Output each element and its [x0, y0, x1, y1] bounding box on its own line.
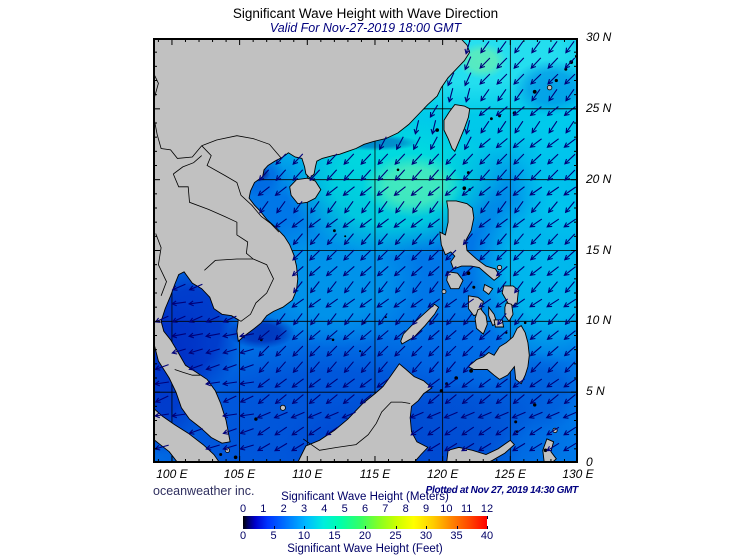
x-axis-tick-label: 110 E	[292, 467, 323, 481]
colorbar-tick	[273, 526, 275, 529]
y-axis-tick-label: 0	[586, 455, 593, 469]
meters-scale-number: 2	[280, 503, 287, 515]
colorbar-tick	[487, 526, 488, 529]
colorbar-tick	[365, 526, 366, 529]
colorbar-tick	[334, 526, 336, 529]
wave-height-colorbar	[243, 516, 487, 529]
feet-scale-number: 25	[389, 530, 402, 542]
y-axis-tick-label: 5 N	[586, 384, 605, 399]
legend-meters-label: Significant Wave Height (Meters)	[281, 491, 449, 503]
page-title: Significant Wave Height with Wave Direct…	[232, 6, 499, 21]
colorbar-tick	[426, 526, 427, 529]
credit-text: oceanweather inc.	[153, 484, 255, 498]
meters-scale-number: 10	[440, 503, 453, 515]
y-axis-tick-label: 10 N	[586, 313, 612, 328]
meters-scale-number: 7	[382, 503, 389, 515]
colorbar-tick	[395, 526, 397, 529]
x-axis-tick-label: 115 E	[359, 467, 391, 481]
meters-scale-number: 5	[341, 503, 348, 515]
wave-direction-arrows	[153, 40, 577, 452]
feet-scale-number: 30	[419, 530, 433, 542]
x-axis-tick-label: 130 E	[562, 467, 594, 481]
x-axis-tick-label: 105 E	[223, 467, 256, 481]
feet-scale-number: 20	[358, 530, 372, 542]
y-axis-tick-label: 15 N	[586, 242, 612, 257]
meters-scale-number: 0	[239, 503, 247, 515]
x-axis-tick-label: 100 E	[156, 467, 188, 481]
wave-height-map	[153, 38, 578, 463]
meters-scale-number: 1	[260, 503, 267, 515]
colorbar-tick	[487, 516, 488, 519]
meters-scale-number: 11	[460, 503, 473, 515]
meters-scale-number: 6	[361, 503, 369, 515]
feet-scale-number: 5	[270, 530, 277, 542]
map-frame	[153, 38, 578, 463]
y-axis-tick-label: 25 N	[586, 100, 612, 115]
valid-time-subtitle: Valid For Nov-27-2019 18:00 GMT	[269, 21, 462, 35]
meters-scale-number: 8	[402, 503, 409, 515]
land-masses	[153, 38, 578, 463]
feet-scale-number: 40	[480, 530, 494, 542]
plotted-timestamp: Plotted at Nov 27, 2019 14:30 GMT	[425, 485, 579, 496]
meters-scale-number: 4	[321, 503, 328, 515]
y-axis-tick-label: 20 N	[586, 171, 612, 186]
map-area	[153, 38, 578, 463]
feet-scale-number: 15	[328, 530, 341, 542]
meters-scale-number: 12	[480, 503, 494, 515]
meters-scale-number: 3	[300, 503, 308, 515]
colorbar-tick	[304, 526, 305, 529]
legend-feet-label: Significant Wave Height (Feet)	[287, 543, 443, 555]
colorbar-tick	[243, 526, 244, 529]
colorbar-tick	[456, 526, 458, 529]
feet-scale-number: 0	[239, 530, 247, 542]
feet-scale-number: 10	[297, 530, 311, 542]
x-axis-tick-label: 120 E	[426, 467, 459, 481]
x-axis-tick-label: 125 E	[494, 467, 526, 481]
feet-scale-number: 35	[450, 530, 463, 542]
y-axis-tick-label: 30 N	[586, 30, 612, 44]
meters-scale-number: 9	[422, 503, 430, 515]
